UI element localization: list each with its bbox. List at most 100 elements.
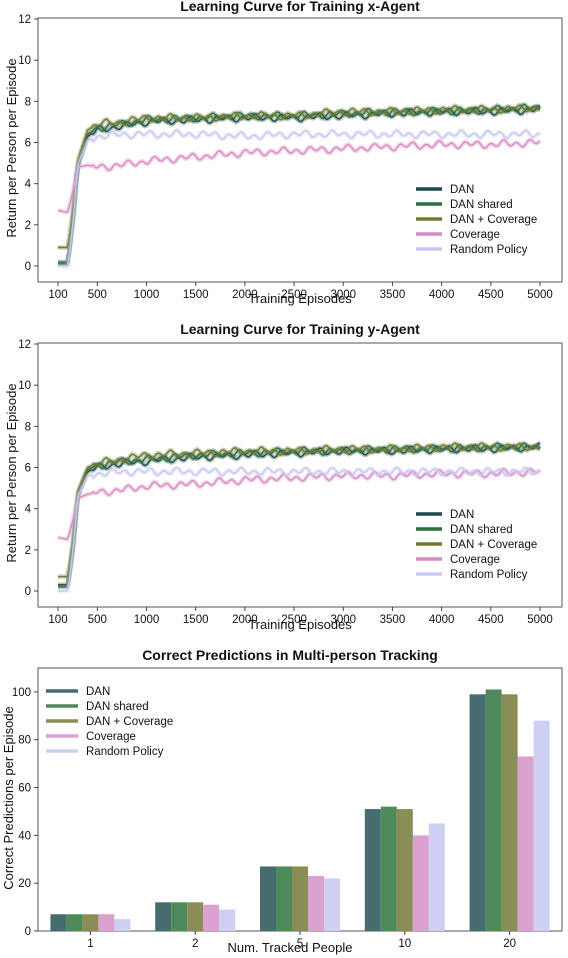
y-axis-label: Correct Predictions per Episode (1, 706, 16, 890)
series-line (57, 139, 541, 214)
x-tick-label: 500 (88, 614, 107, 626)
x-tick-label: 3000 (330, 289, 356, 301)
bar (292, 866, 308, 931)
x-tick-label: 4500 (478, 614, 504, 626)
x-tick-label: 4000 (429, 289, 455, 301)
legend-label: DAN shared (450, 199, 513, 211)
x-tick-label: 3500 (380, 614, 406, 626)
legend-label: DAN (450, 184, 474, 196)
bar (155, 902, 172, 931)
x-tick-label: 4500 (478, 289, 504, 301)
x-tick-label: 20 (503, 938, 516, 950)
bar (187, 902, 204, 931)
y-agent-learning-curve: Learning Curve for Training y-Agent Trai… (4, 321, 563, 632)
x-tick-label: 5000 (527, 289, 553, 301)
x-tick-label: 2 (192, 938, 198, 950)
x-tick-label: 1000 (134, 289, 160, 301)
y-tick-label: 8 (25, 96, 31, 108)
series-line (58, 103, 541, 263)
bar (428, 823, 445, 931)
bar (171, 902, 188, 931)
x-tick-label: 3000 (330, 614, 356, 626)
bar (114, 919, 131, 931)
legend-label: DAN + Coverage (450, 539, 537, 551)
x-tick-label: 500 (88, 289, 107, 301)
x-tick-label: 2000 (232, 614, 258, 626)
y-tick-label: 8 (25, 421, 31, 433)
bar (533, 720, 550, 931)
y-axis-label: Return per Person per Episode (4, 383, 19, 562)
y-axis-label: Return per Person per Episode (4, 58, 19, 237)
series-line (58, 442, 541, 578)
x-tick-label: 5000 (527, 614, 553, 626)
legend-label: Random Policy (450, 244, 528, 256)
x-tick-label: 1500 (183, 614, 209, 626)
x-tick-label: 4000 (429, 614, 455, 626)
legend-label: DAN + Coverage (86, 716, 173, 728)
x-axis-label: Training Episodes (248, 291, 352, 306)
x-tick-label: 3500 (380, 289, 406, 301)
x-tick-label: 2500 (281, 289, 307, 301)
x-tick-label: 1 (87, 938, 93, 950)
bar (98, 914, 115, 931)
legend-label: DAN shared (450, 524, 513, 536)
y-tick-label: 4 (25, 179, 32, 191)
legend-label: Coverage (450, 229, 500, 241)
bar (324, 878, 340, 931)
legend-label: DAN (86, 686, 110, 698)
x-tick-label: 1000 (134, 614, 160, 626)
series-line (58, 129, 541, 267)
x-tick-label: 2000 (232, 289, 258, 301)
plot-frame (37, 342, 563, 608)
y-tick-label: 20 (18, 878, 31, 890)
y-tick-label: 4 (25, 504, 32, 516)
x-agent-learning-curve: Learning Curve for Training x-Agent Trai… (4, 0, 563, 306)
plot-frame (37, 17, 563, 283)
series-line (58, 466, 540, 592)
y-tick-label: 12 (18, 339, 31, 351)
legend-label: DAN (450, 509, 474, 521)
y-tick-label: 6 (25, 463, 31, 475)
x-tick-label: 10 (398, 938, 411, 950)
bar (412, 835, 429, 931)
x-tick-label: 100 (48, 289, 67, 301)
legend-label: DAN + Coverage (450, 214, 537, 226)
bar (219, 909, 236, 931)
legend-label: Random Policy (86, 746, 164, 758)
plot-area: 100 500 1000 1500 2000 2500 3000 3500 4000 4500 50… (18, 14, 563, 301)
bar (469, 694, 486, 931)
bar (501, 694, 518, 931)
legend-label: Coverage (86, 731, 136, 743)
bar (82, 914, 99, 931)
y-tick-label: 6 (25, 138, 31, 150)
x-axis-label: Num. Tracked People (227, 940, 352, 955)
chart-title: Correct Predictions in Multi-person Trac… (142, 647, 438, 663)
legend-label: DAN shared (86, 701, 149, 713)
bar (276, 866, 292, 931)
chart-title: Learning Curve for Training x-Agent (180, 0, 420, 14)
x-axis-label: Training Episodes (248, 617, 352, 632)
x-tick-label: 2500 (281, 614, 307, 626)
bar (260, 866, 276, 931)
bar (380, 806, 397, 931)
series-line (57, 468, 541, 541)
plot-area: 100 500 1000 1500 2000 2500 3000 3500 4000 4500 50… (18, 339, 563, 626)
y-tick-label: 0 (25, 261, 31, 273)
y-tick-label: 2 (25, 545, 31, 557)
chart-title: Learning Curve for Training y-Agent (180, 321, 420, 337)
y-tick-label: 40 (18, 830, 31, 842)
multi-person-tracking-bar-chart: Correct Predictions in Multi-person Trac… (1, 647, 563, 955)
legend-label: Random Policy (450, 569, 528, 581)
x-tick-label: 100 (48, 614, 67, 626)
bar (517, 756, 534, 931)
y-tick-label: 0 (25, 926, 31, 938)
series-line (58, 442, 541, 588)
bar (396, 809, 413, 931)
bar (203, 904, 220, 931)
y-tick-label: 12 (18, 14, 31, 26)
y-tick-label: 100 (12, 687, 31, 699)
y-tick-label: 10 (18, 55, 31, 67)
bar (485, 689, 502, 931)
legend-label: Coverage (450, 554, 500, 566)
